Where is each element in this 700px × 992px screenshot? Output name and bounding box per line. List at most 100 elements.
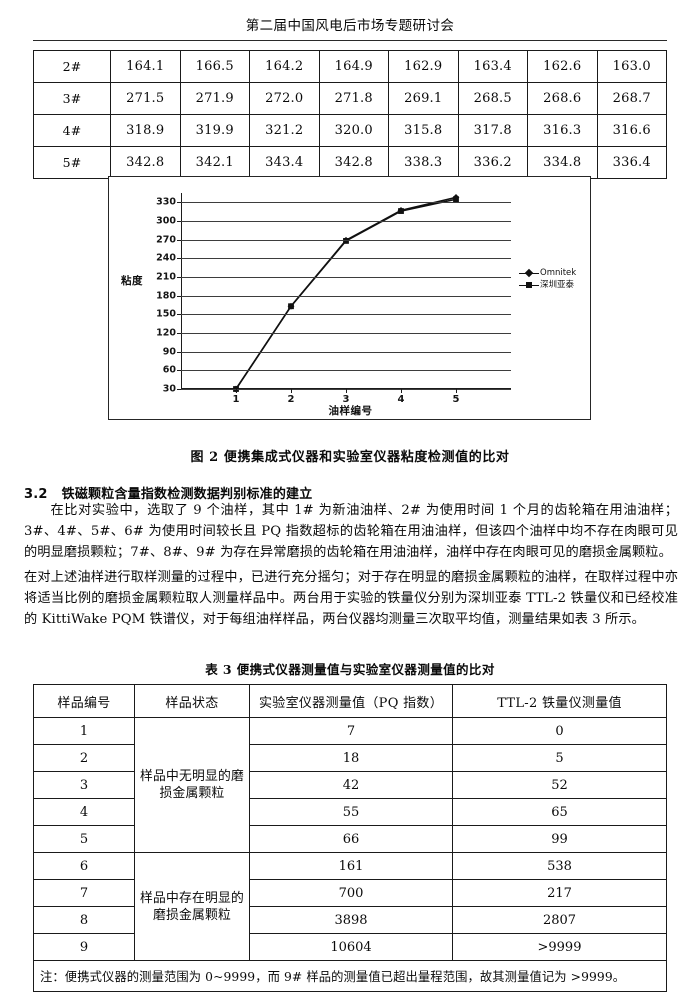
cell: 271.8	[318, 82, 389, 115]
cell-sample-id: 2	[33, 744, 135, 772]
cell: 268.7	[596, 82, 667, 115]
chart-x-tick-mark	[456, 389, 457, 393]
table-row: 3# 271.5 271.9 272.0 271.8 269.1 268.5 2…	[33, 82, 667, 115]
cell-ttl2-value: 99	[452, 825, 667, 853]
chart-data-point	[343, 238, 349, 244]
table3-body: 1 样品中无明显的磨损金属颗粒 7 0 2 18 5 3 42 52 4 55 …	[33, 717, 667, 992]
chart-series-svg	[232, 193, 460, 393]
table-row: 2 18 5	[33, 744, 667, 772]
running-header: 第二届中国风电后市场专题研讨会	[245, 18, 455, 34]
chart-y-tick-label: 150	[156, 308, 176, 320]
chart-y-tick-mark	[177, 314, 181, 316]
cell-lab-value: 161	[249, 852, 453, 880]
chart-y-tick-label: 60	[162, 364, 176, 376]
chart-y-tick-mark	[177, 221, 181, 222]
cell-sample-id: 9	[33, 933, 135, 961]
chart-y-tick-mark	[177, 389, 181, 390]
table-row: 5 66 99	[33, 825, 667, 853]
cell-sample-state: 样品中无明显的磨损金属颗粒	[134, 717, 250, 853]
cell: 269.1	[388, 82, 459, 115]
cell: 316.6	[596, 114, 667, 147]
cell-lab-value: 66	[249, 825, 453, 853]
chart-gridline	[181, 351, 511, 353]
cell-sample-id: 8	[33, 906, 135, 934]
cell: 342.8	[110, 146, 181, 179]
chart-gridline	[181, 221, 511, 222]
cell: 342.8	[318, 146, 389, 179]
row-label: 4#	[33, 114, 111, 147]
chart-y-tick-label: 330	[156, 196, 176, 208]
cell: 268.5	[457, 82, 528, 115]
chart-x-tick-mark	[401, 389, 402, 393]
paragraph-2: 在对上述油样进行取样测量的过程中，已进行充分摇匀；对于存在明显的磨损金属颗粒的油…	[24, 567, 678, 631]
chart-y-tick-mark	[177, 370, 181, 372]
cell-lab-value: 42	[249, 771, 453, 799]
table-row: 2# 164.1 166.5 164.2 164.9 162.9 163.4 1…	[33, 50, 667, 83]
column-header-sample-id: 样品编号	[33, 684, 135, 718]
square-marker-icon	[519, 281, 539, 290]
chart-y-tick-label: 300	[156, 215, 176, 227]
cell-ttl2-value: 538	[452, 852, 667, 880]
table-row: 5# 342.8 342.1 343.4 342.8 338.3 336.2 3…	[33, 146, 667, 179]
cell-sample-id: 5	[33, 825, 135, 853]
table-row: 4# 318.9 319.9 321.2 320.0 315.8 317.8 3…	[33, 114, 667, 147]
paragraph-2-text: 在对上述油样进行取样测量的过程中，已进行充分摇匀；对于存在明显的磨损金属颗粒的油…	[24, 570, 678, 628]
cell-sample-id: 6	[33, 852, 135, 880]
cell: 336.4	[596, 146, 667, 179]
header-rule	[33, 40, 667, 41]
cell-sample-id: 7	[33, 879, 135, 907]
cell: 343.4	[249, 146, 320, 179]
chart-gridline	[181, 333, 511, 334]
chart-legend: Omnitek 深圳亚泰	[519, 267, 576, 291]
chart-y-axis-label: 粘度	[121, 275, 143, 287]
legend-item-shenzhen-yatai: 深圳亚泰	[519, 279, 576, 291]
chart-x-tick-label: 3	[342, 394, 350, 405]
table-row: 7 700 217	[33, 879, 667, 907]
chart-gridline	[181, 314, 511, 316]
chart-gridline	[181, 295, 511, 297]
cell-sample-state: 样品中存在明显的磨损金属颗粒	[134, 852, 250, 961]
cell-ttl2-value: 2807	[452, 906, 667, 934]
cell: 164.9	[318, 50, 389, 83]
measurement-comparison-table: 样品编号 样品状态 实验室仪器测量值（PQ 指数） TTL-2 铁量仪测量值 1…	[33, 684, 667, 992]
section-title: 铁磁颗粒含量指数检测数据判别标准的建立	[61, 487, 313, 502]
chart-y-tick-label: 30	[162, 383, 176, 395]
cell: 271.9	[179, 82, 250, 115]
cell-lab-value: 10604	[249, 933, 453, 961]
column-header-ttl2-value: TTL-2 铁量仪测量值	[452, 684, 667, 718]
cell: 163.4	[457, 50, 528, 83]
table-row: 1 样品中无明显的磨损金属颗粒 7 0	[33, 717, 667, 853]
table-row: 6 样品中存在明显的磨损金属颗粒 161 538	[33, 852, 667, 961]
table-footnote-row: 注：便携式仪器的测量范围为 0~9999，而 9# 样品的测量值已超出量程范围，…	[33, 960, 667, 992]
chart-y-tick-mark	[177, 351, 181, 353]
cell-sample-id: 3	[33, 771, 135, 799]
chart-gridline	[181, 370, 511, 372]
cell-sample-id: 4	[33, 798, 135, 826]
chart-plot-area: 30 60 90 120 150 180 210 240 270 300 330 1 2 3 4 5	[156, 193, 511, 405]
cell-ttl2-value: 5	[452, 744, 667, 772]
chart-gridline	[181, 202, 511, 204]
table-footnote: 注：便携式仪器的测量范围为 0~9999，而 9# 样品的测量值已超出量程范围，…	[33, 960, 667, 992]
cell: 163.0	[596, 50, 667, 83]
cell: 336.2	[457, 146, 528, 179]
chart-y-tick-mark	[177, 333, 181, 334]
chart-x-tick-label: 4	[397, 394, 405, 405]
chart-y-tick-label: 90	[162, 346, 176, 358]
chart-y-tick-mark	[177, 277, 181, 278]
chart-x-tick-label: 5	[452, 394, 460, 405]
table-row: 4 55 65	[33, 798, 667, 826]
paragraph-1: 在比对实验中，选取了 9 个油样，其中 1# 为新油油样、2# 为使用时间 1 …	[24, 500, 678, 564]
document-page: 第二届中国风电后市场专题研讨会 2# 164.1 166.5 164.2 164…	[24, 18, 678, 992]
legend-item-omnitek: Omnitek	[519, 267, 576, 279]
column-header-sample-state: 样品状态	[134, 684, 250, 718]
cell: 342.1	[179, 146, 250, 179]
cell: 164.2	[249, 50, 320, 83]
legend-label: Omnitek	[540, 268, 577, 278]
row-label: 3#	[33, 82, 111, 115]
row-label: 5#	[33, 146, 111, 179]
viscosity-table-body: 2# 164.1 166.5 164.2 164.9 162.9 163.4 1…	[33, 50, 667, 179]
cell: 315.8	[388, 114, 459, 147]
chart-data-point	[288, 303, 294, 310]
cell-lab-value: 700	[249, 879, 453, 907]
cell: 166.5	[179, 50, 250, 83]
